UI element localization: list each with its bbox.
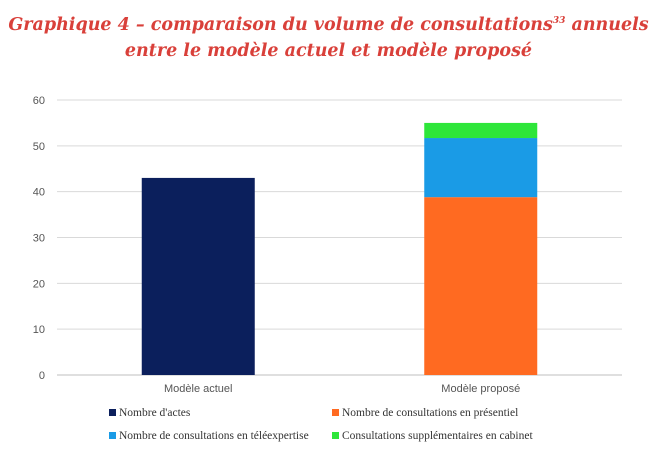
title-footnote-ref: 33 [552,16,566,26]
legend-item-cabinet: Consultations supplémentaires en cabinet [332,430,533,442]
x-axis-labels: Modèle actuel Modèle proposé [164,383,520,395]
y-tick-label: 40 [33,187,45,199]
legend-item-actes: Nombre d'actes [109,407,190,419]
bar-segment [141,177,255,375]
legend-label: Consultations supplémentaires en cabinet [342,430,533,442]
y-tick-label: 60 [33,95,45,107]
y-tick-label: 10 [33,324,45,336]
legend-item-teleexpertise: Nombre de consultations en téléexpertise [109,430,309,442]
bars [141,122,538,375]
legend-swatch [332,432,339,439]
y-axis-ticks: 0 10 20 30 40 50 60 [33,95,45,382]
legend-swatch [332,409,339,416]
bar-segment [424,197,538,375]
y-tick-label: 50 [33,141,45,153]
x-category-label: Modèle actuel [164,383,233,395]
y-tick-label: 30 [33,233,45,245]
legend-swatch [109,409,116,416]
legend-label: Nombre de consultations en présentiel [342,407,519,419]
bar-segment [424,138,538,198]
legend-item-presentiel: Nombre de consultations en présentiel [332,407,518,419]
chart-title-main: Graphique 4 – comparaison du volume de c… [8,15,553,35]
legend-label: Nombre d'actes [119,407,191,419]
legend-swatch [109,432,116,439]
legend-label: Nombre de consultations en téléexpertise [119,430,309,442]
bar-segment [424,122,538,139]
chart-title-line-1: Graphique 4 – comparaison du volume de c… [0,6,657,40]
y-tick-label: 20 [33,278,45,290]
chart-title-line-2: entre le modèle actuel et modèle proposé [124,41,533,61]
chart-title-end: annuels [565,15,649,35]
x-category-label: Modèle proposé [441,383,520,395]
y-tick-label: 0 [39,370,45,382]
